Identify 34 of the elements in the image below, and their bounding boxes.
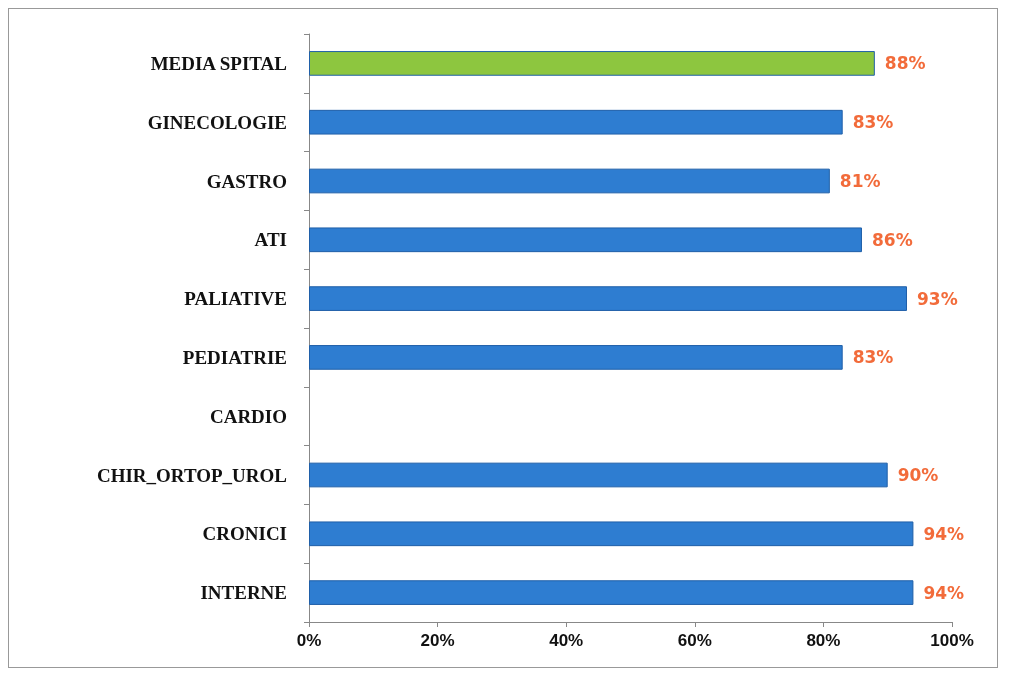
x-tick-label: 0%: [296, 631, 322, 650]
bar: [309, 109, 843, 135]
x-tick-label: 100%: [930, 631, 974, 650]
bar: [309, 580, 914, 605]
data-label: 88%: [884, 53, 926, 74]
bar: [309, 462, 888, 488]
x-tick-label: 60%: [677, 631, 712, 650]
x-tick-label: 80%: [806, 631, 841, 650]
y-tick-label: PALIATIVE: [184, 288, 287, 310]
data-label: 83%: [852, 112, 894, 133]
bar: [309, 227, 862, 253]
x-tick-label: 20%: [420, 631, 455, 650]
y-tick-label: CARDIO: [209, 405, 287, 427]
y-tick-label: GASTRO: [206, 170, 287, 192]
y-tick-label: CHIR_ORTOP_UROL: [96, 464, 287, 486]
y-tick-label: INTERNE: [200, 582, 287, 604]
y-tick-label: CRONICI: [202, 523, 287, 545]
data-label: 81%: [839, 171, 881, 191]
data-label: 93%: [916, 288, 958, 309]
y-tick-label: ATI: [254, 229, 287, 251]
bar: [309, 51, 875, 76]
data-label: 94%: [923, 582, 965, 603]
y-tick-label: PEDIATRIE: [182, 346, 287, 368]
data-label: 94%: [923, 523, 965, 544]
bar: [309, 168, 830, 194]
bar: [309, 345, 843, 370]
data-label: 86%: [871, 229, 913, 250]
y-tick-label: MEDIA SPITAL: [150, 52, 287, 74]
bar: [309, 521, 914, 547]
data-label: 83%: [852, 347, 894, 368]
x-tick-label: 40%: [549, 631, 584, 650]
bar: [309, 286, 907, 311]
y-tick-label: GINECOLOGIE: [147, 111, 287, 133]
data-label: 90%: [897, 465, 939, 485]
